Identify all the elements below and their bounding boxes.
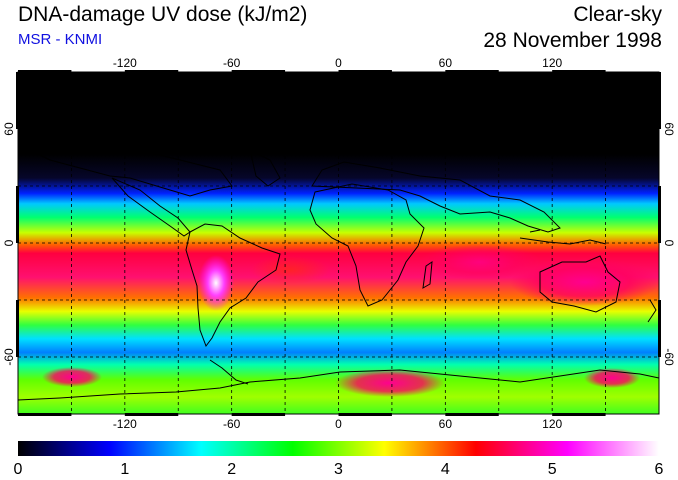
colorbar-label: 4	[441, 461, 450, 478]
frame-tick-top	[552, 70, 606, 73]
lat-tick-label-left: 0	[2, 239, 16, 246]
frame-tick-top	[124, 70, 179, 73]
frame-tick-bottom	[445, 413, 499, 416]
atlantic-warm-region	[250, 256, 330, 284]
frame-ticks	[16, 70, 661, 416]
europe-asia-outline	[311, 161, 561, 233]
andes-peak-region	[198, 255, 234, 311]
lon-tick-label-top: 60	[439, 56, 453, 70]
australia-outline	[539, 255, 621, 313]
chart-title: DNA-damage UV dose (kJ/m2)	[18, 3, 308, 26]
indonesia-outline	[519, 229, 607, 245]
lon-tick-label-top: -60	[223, 56, 241, 70]
frame-tick-top	[338, 70, 392, 73]
colorbar-label: 6	[655, 461, 664, 478]
lon-tick-label-bottom: 120	[542, 417, 562, 431]
colorbar-label: 1	[120, 461, 129, 478]
central-america-outline	[111, 177, 191, 237]
frame-tick-top	[445, 70, 499, 73]
frame-tick-top	[18, 70, 72, 73]
indian-ocean-high-region	[420, 244, 540, 280]
frame-tick-bottom	[231, 413, 286, 416]
antarctic-peninsula-outline	[209, 359, 249, 385]
lat-tick-label-right: -60	[662, 348, 676, 366]
north-america-outline	[29, 149, 233, 197]
australia-high-region	[510, 258, 659, 306]
lon-tick-label-bottom: -120	[113, 417, 137, 431]
frame-tick-right	[658, 186, 661, 243]
antarctica-high-region	[335, 369, 445, 397]
frame-tick-left	[16, 72, 19, 129]
frame-tick-left	[16, 186, 19, 243]
lon-tick-label-bottom: 60	[439, 417, 453, 431]
condition-label: Clear-sky	[573, 3, 662, 26]
frame-tick-bottom	[338, 413, 392, 416]
lon-tick-label-bottom: -60	[223, 417, 241, 431]
lon-tick-label-top: 0	[335, 56, 342, 70]
south-america-outline	[185, 223, 281, 348]
lon-tick-label-bottom: 0	[335, 417, 342, 431]
greenland-outline	[249, 149, 281, 187]
madagascar-outline	[422, 261, 433, 289]
lon-tick-label-top: 120	[542, 56, 562, 70]
africa-outline	[309, 183, 425, 307]
colorbar-strip	[18, 441, 659, 456]
new-zealand-outline	[647, 299, 657, 323]
frame-tick-right	[658, 300, 661, 357]
colorbar-label: 0	[14, 461, 23, 478]
colorbar-label: 5	[548, 461, 557, 478]
frame-tick-bottom	[124, 413, 179, 416]
colorbar-label: 3	[334, 461, 343, 478]
frame-tick-left	[16, 300, 19, 357]
lat-tick-label-right: 0	[662, 240, 676, 247]
lat-tick-label-left: 60	[2, 122, 16, 136]
date-label: 28 November 1998	[483, 29, 662, 52]
lat-tick-label-right: 60	[662, 122, 676, 136]
antarctica-outline	[18, 369, 659, 401]
lon-tick-label-top: -120	[113, 56, 137, 70]
frame-tick-bottom	[18, 413, 72, 416]
frame-tick-top	[231, 70, 286, 73]
colorbar-labels: 0 1 2 3 4 5 6	[14, 461, 664, 478]
source-label: MSR - KNMI	[18, 31, 103, 48]
axis-labels: -120 -120 -60 -60 0 0 60 60 120 120 60 60 0 0 -60 -60	[2, 56, 676, 431]
colorbar-label: 2	[227, 461, 236, 478]
gridlines	[18, 72, 659, 414]
coastlines	[18, 149, 659, 401]
lat-tick-label-left: -60	[2, 348, 16, 366]
frame-tick-bottom	[552, 413, 606, 416]
frame-tick-right	[658, 72, 661, 129]
antarctica-west-high-region	[42, 367, 102, 387]
